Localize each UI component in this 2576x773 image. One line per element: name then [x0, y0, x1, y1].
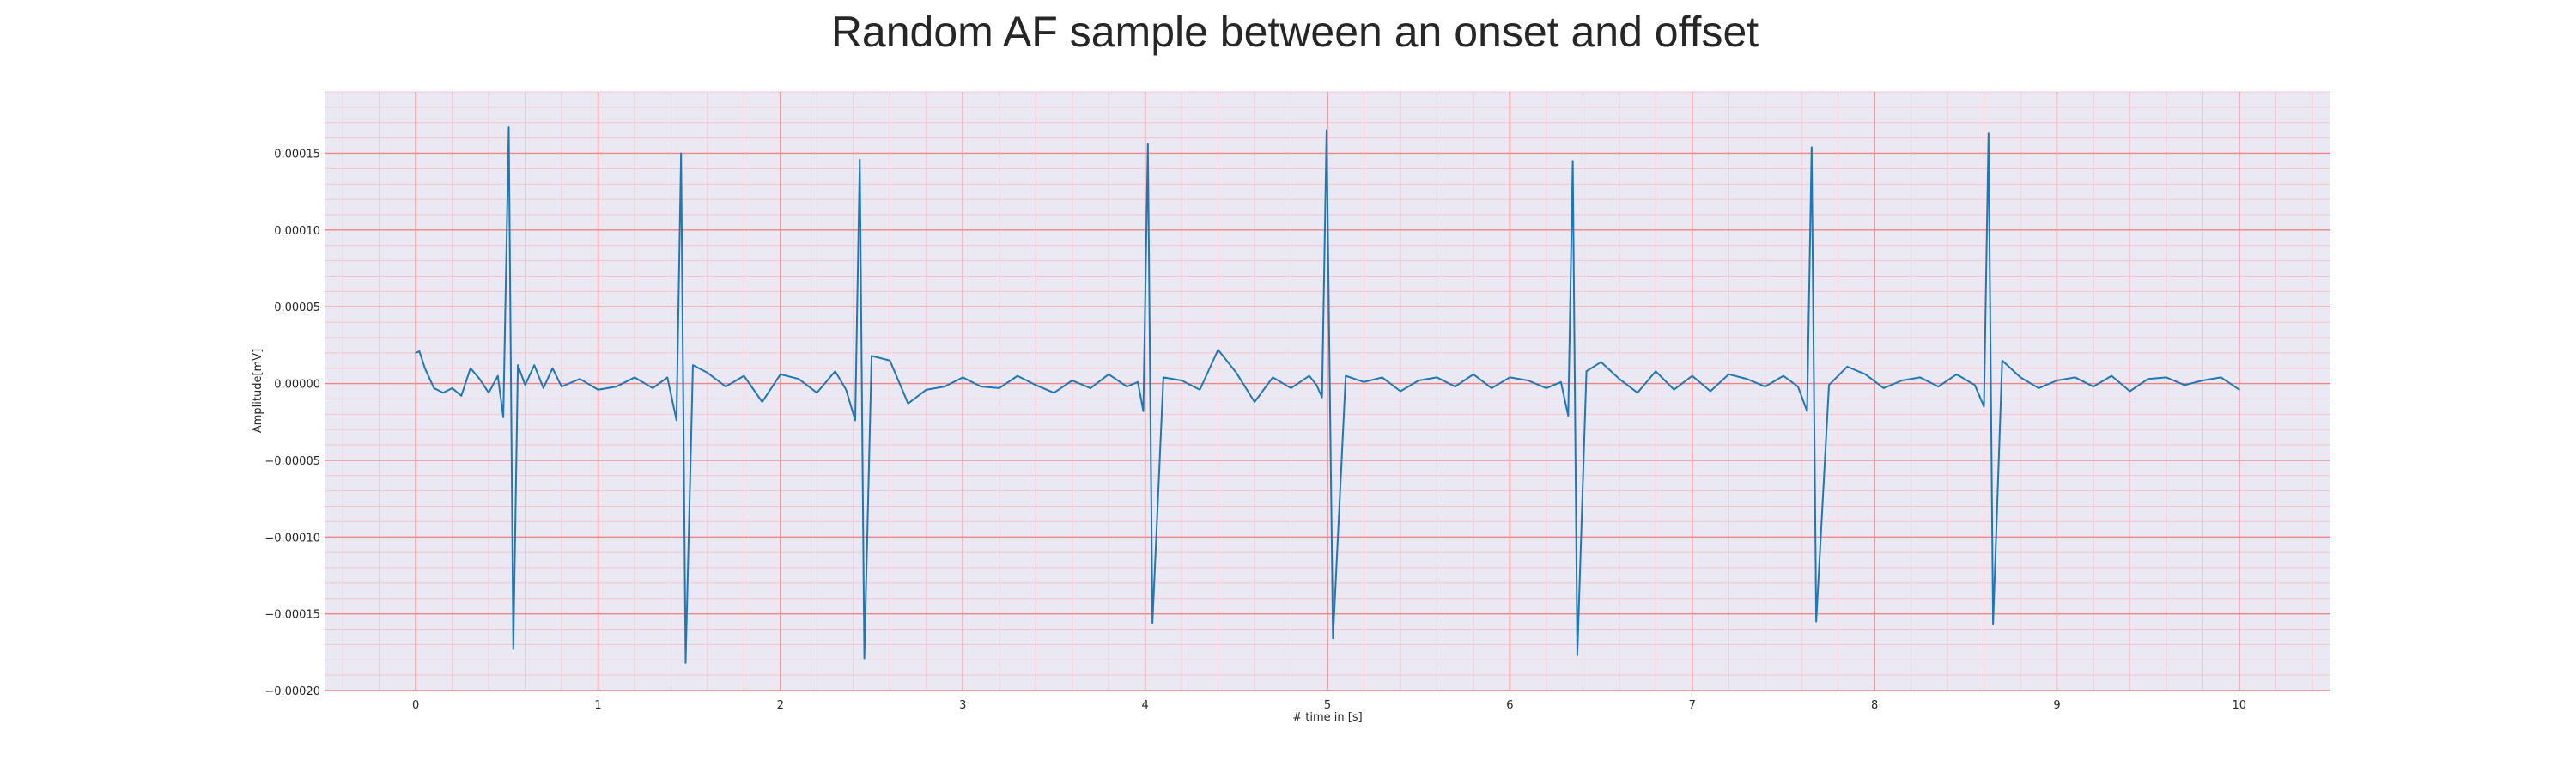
y-axis-label: Amplitude[mV]: [252, 349, 264, 433]
x-tick-label: 8: [1871, 699, 1878, 712]
y-tick-label: −0.00010: [264, 532, 320, 545]
y-tick-label: −0.00005: [264, 455, 320, 468]
y-tick-label: 0.00010: [274, 225, 320, 238]
x-axis-label: # time in [s]: [1292, 711, 1362, 724]
x-tick-label: 0: [412, 699, 419, 712]
x-tick-label: 10: [2233, 699, 2247, 712]
y-tick-label: 0.00000: [274, 379, 320, 392]
y-tick-label: 0.00015: [274, 148, 320, 161]
x-tick-label: 7: [1689, 699, 1696, 712]
y-axis-ticks: −0.00020 −0.00015 −0.00010 −0.00005 0.00000 0…: [264, 148, 320, 698]
y-tick-label: 0.00005: [274, 301, 320, 314]
chart-title: Random AF sample between an onset and of…: [831, 8, 1759, 56]
x-tick-label: 3: [959, 699, 966, 712]
y-tick-label: −0.00020: [264, 685, 320, 698]
y-tick-label: −0.00015: [264, 609, 320, 622]
x-axis-ticks: 0 1 2 3 4 5 6 7 8 9 10: [412, 699, 2246, 712]
ecg-signal-line: [415, 126, 2240, 664]
x-tick-label: 1: [594, 699, 601, 712]
x-tick-label: 9: [2053, 699, 2060, 712]
x-tick-label: 4: [1141, 699, 1148, 712]
x-tick-label: 6: [1506, 699, 1513, 712]
x-tick-label: 5: [1324, 699, 1331, 712]
x-tick-label: 2: [777, 699, 784, 712]
